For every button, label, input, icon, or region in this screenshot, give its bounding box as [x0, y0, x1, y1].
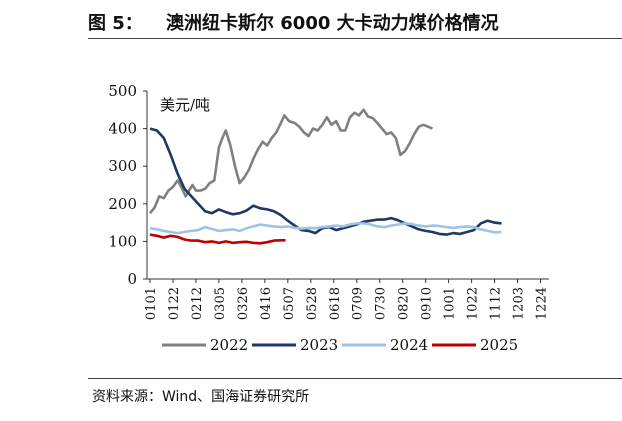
legend-label-2024: 2024 — [390, 336, 428, 354]
x-tick-label: 0326 — [236, 287, 251, 320]
x-tick-label: 0212 — [190, 287, 205, 320]
y-tick-label: 400 — [108, 120, 137, 138]
x-tick-label: 1203 — [512, 287, 527, 320]
figure-label: 图 5： — [88, 13, 143, 34]
x-tick-label: 0730 — [374, 287, 389, 320]
figure-title: 澳洲纽卡斯尔 6000 大卡动力煤价格情况 — [166, 13, 499, 34]
x-tick-label: 0101 — [144, 287, 159, 320]
chart-legend: 2022 2023 2024 2025 — [162, 336, 518, 354]
x-tick-label: 1001 — [443, 287, 458, 320]
x-tick-label: 0910 — [420, 287, 435, 320]
x-tick-label: 0122 — [167, 287, 182, 320]
chart-axes: 0 100 200 300 400 500 0101 0122 0212 0305 0326 0416… — [108, 82, 549, 320]
x-tick-label: 0305 — [213, 287, 228, 320]
series-line-2022 — [148, 108, 434, 215]
bottom-rule — [88, 378, 622, 379]
x-tick-label: 1224 — [535, 287, 550, 320]
y-tick-label: 300 — [108, 157, 137, 175]
y-tick-label: 200 — [108, 195, 137, 213]
y-tick-label: 500 — [108, 82, 137, 100]
x-tick-label: 1112 — [489, 287, 504, 320]
x-tick-label: 0507 — [282, 287, 297, 320]
top-rule — [88, 38, 622, 39]
figure-header: 图 5： 澳洲纽卡斯尔 6000 大卡动力煤价格情况 — [88, 0, 622, 38]
legend-label-2022: 2022 — [210, 336, 248, 354]
series-line-2025 — [149, 233, 286, 245]
x-tick-label: 0528 — [305, 287, 320, 320]
series-line-2023 — [149, 127, 502, 236]
legend-label-2023: 2023 — [300, 336, 338, 354]
y-tick-label: 100 — [108, 232, 137, 250]
x-tick-label: 0709 — [351, 287, 366, 320]
x-tick-label: 0820 — [397, 287, 412, 320]
source-note: 资料来源：Wind、国海证券研究所 — [92, 389, 310, 405]
x-tick-label: 0416 — [259, 287, 274, 320]
legend-label-2025: 2025 — [480, 336, 518, 354]
y-tick-label: 0 — [127, 270, 137, 288]
x-tick-label: 1022 — [466, 287, 481, 320]
x-tick-label: 0618 — [328, 287, 343, 320]
line-chart: 0 100 200 300 400 500 0101 0122 0212 0305 0326 0416… — [108, 82, 549, 354]
series-line-2024 — [149, 222, 502, 235]
y-axis-unit-label: 美元/吨 — [160, 96, 210, 114]
chart-series-lines — [148, 108, 502, 245]
